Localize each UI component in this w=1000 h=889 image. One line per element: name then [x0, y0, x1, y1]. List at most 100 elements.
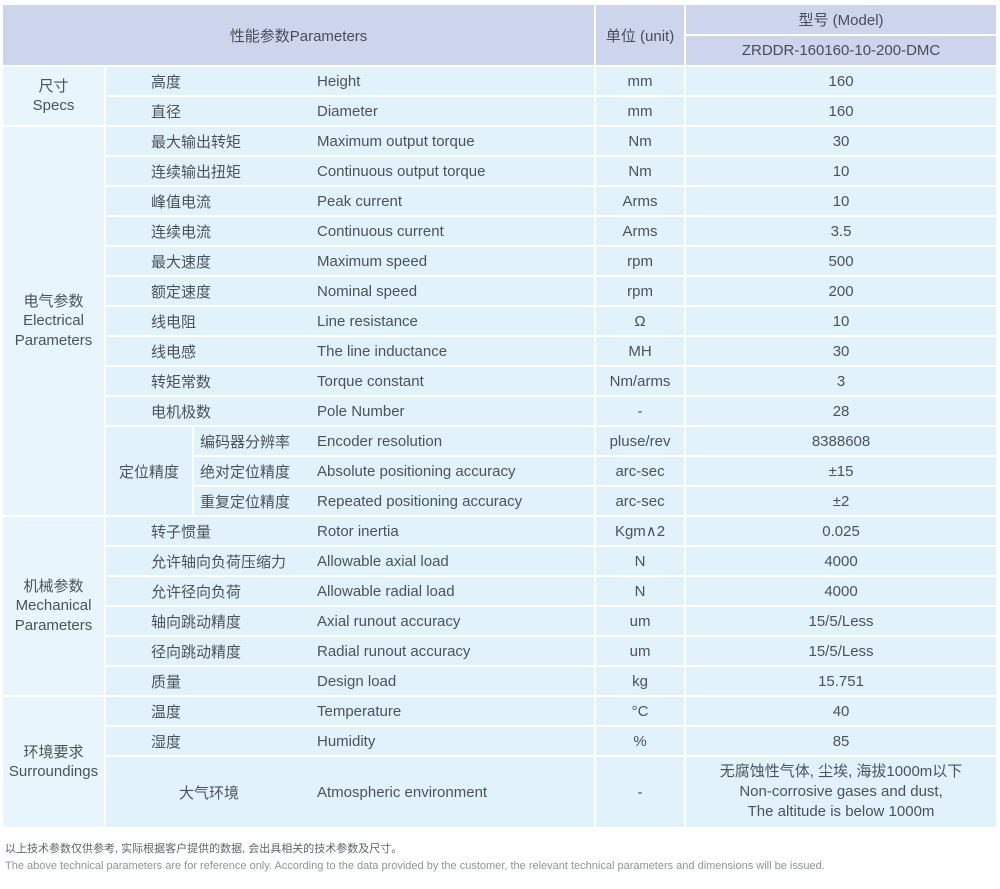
row-radial-runout-accuracy: 径向跳动精度 Radial runout accuracy um 15/5/Les…	[3, 637, 997, 665]
footnote-chinese: 以上技术参数仅供参考, 实际根据客户提供的数据, 会出具相关的技术参数及尺寸。	[5, 843, 403, 855]
value-cell: 3.5	[686, 217, 997, 245]
row-encoder-resolution: 定位精度 编码器分辨率 Encoder resolution pluse/rev …	[3, 427, 997, 515]
table-header-row-2: ZRDDR-160160-10-200-DMC	[3, 36, 997, 65]
unit-cell: Arms	[596, 217, 685, 245]
param-name-en: Torque constant	[317, 372, 424, 390]
unit-cell: MH	[596, 337, 685, 365]
param-name-cn: 线电阻	[151, 313, 197, 331]
unit-cell: °C	[596, 697, 685, 725]
param-name-cn: 允许轴向负荷压缩力	[151, 553, 287, 571]
group-label-line: 电气参数	[23, 292, 84, 310]
row-atmospheric-environment: 大气环境 Atmospheric environment - 无腐蚀性气体, 尘埃…	[3, 757, 997, 827]
group-label-line: Specs	[32, 97, 75, 114]
param-name-en: Allowable axial load	[317, 552, 449, 570]
param-name-en: Diameter	[317, 102, 378, 120]
group-cell-mechanical: 机械参数 Mechanical Parameters	[3, 517, 104, 695]
value-cell: 30	[686, 337, 997, 365]
row-design-load: 质量 Design load kg 15.751	[3, 667, 997, 695]
value-cell: 4000	[686, 577, 997, 605]
group-label-line: Mechanical	[15, 597, 92, 615]
unit-cell: -	[596, 757, 685, 827]
param-name-en: Peak current	[317, 192, 403, 210]
param-label-cell: 电机极数 Pole Number	[106, 397, 595, 425]
unit-cell: Nm/arms	[596, 367, 685, 395]
value-cell: 10	[686, 157, 997, 185]
param-name-en: Continuous output torque	[317, 162, 486, 180]
row-humidity: 湿度 Humidity % 85	[3, 727, 997, 755]
param-label-cell: 允许轴向负荷压缩力 Allowable axial load	[106, 547, 595, 575]
param-name-en: Maximum speed	[317, 252, 428, 270]
value-line: 无腐蚀性气体, 尘埃, 海拔1000m以下	[719, 762, 963, 780]
value-cell: 160	[686, 67, 997, 95]
row-allowable-radial-load: 允许径向负荷 Allowable radial load N 4000	[3, 577, 997, 605]
group-cell-surroundings: 环境要求 Surroundings	[3, 697, 104, 827]
value-cell: ±15	[686, 457, 997, 485]
value-cell: 10	[686, 307, 997, 335]
group-cell-electrical: 电气参数 Electrical Parameters	[3, 127, 104, 515]
param-name-cn: 径向跳动精度	[151, 643, 242, 661]
param-label-cell: 线电感 The line inductance	[106, 337, 595, 365]
param-name-cn: 额定速度	[151, 283, 212, 301]
value-cell: 15.751	[686, 667, 997, 695]
row-line-inductance: 线电感 The line inductance MH 30	[3, 337, 997, 365]
unit-cell: kg	[596, 667, 685, 695]
param-name-en: Atmospheric environment	[317, 783, 488, 801]
row-absolute-positioning-accuracy: 绝对定位精度 Absolute positioning accuracy arc-…	[3, 457, 997, 485]
value-cell: 200	[686, 277, 997, 305]
param-name-en: Maximum output torque	[317, 132, 475, 150]
value-cell: 28	[686, 397, 997, 425]
param-name-en: Pole Number	[317, 402, 405, 420]
param-label-cell: 质量 Design load	[106, 667, 595, 695]
param-name-cn: 连续输出扭矩	[151, 163, 242, 181]
param-name-en: Radial runout accuracy	[317, 642, 471, 660]
unit-cell: N	[596, 577, 685, 605]
param-label-cell: 温度 Temperature	[106, 697, 595, 725]
param-label-cell: 转矩常数 Torque constant	[106, 367, 595, 395]
header-model-value: ZRDDR-160160-10-200-DMC	[686, 36, 997, 65]
row-continuous-current: 连续电流 Continuous current Arms 3.5	[3, 217, 997, 245]
header-unit: 单位 (unit)	[596, 5, 685, 65]
unit-cell: -	[596, 397, 685, 425]
group-label-line: 尺寸	[38, 77, 69, 95]
unit-cell: Nm	[596, 127, 685, 155]
param-label-cell: 大气环境 Atmospheric environment	[106, 757, 595, 827]
param-name-cn: 温度	[151, 703, 182, 721]
spec-table: 性能参数Parameters 单位 (unit) 型号 (Model) ZRDD…	[1, 3, 999, 829]
value-cell: 30	[686, 127, 997, 155]
unit-cell: rpm	[596, 247, 685, 275]
row-continuous-output-torque: 连续输出扭矩 Continuous output torque Nm 10	[3, 157, 997, 185]
group-label-line: Parameters	[14, 331, 93, 349]
param-name-en: Repeated positioning accuracy	[317, 492, 523, 510]
param-label-cell: 连续输出扭矩 Continuous output torque	[106, 157, 595, 185]
param-name-cn: 连续电流	[151, 223, 212, 241]
value-cell: 8388608	[686, 427, 997, 455]
param-name-en: Continuous current	[317, 222, 444, 240]
value-cell: 15/5/Less	[686, 637, 997, 665]
param-name-cn: 湿度	[151, 733, 182, 751]
param-name-en: Line resistance	[317, 312, 418, 330]
param-name-en: Design load	[317, 672, 397, 690]
param-name-en: Nominal speed	[317, 282, 418, 300]
param-name-cn: 直径	[151, 103, 182, 121]
unit-cell: Ω	[596, 307, 685, 335]
param-label-cell: 绝对定位精度 Absolute positioning accuracy	[194, 457, 595, 485]
param-name-en: The line inductance	[317, 342, 448, 360]
param-name-cn: 质量	[151, 673, 182, 691]
param-label-cell: 径向跳动精度 Radial runout accuracy	[106, 637, 595, 665]
param-name-cn: 峰值电流	[151, 193, 212, 211]
param-name-cn: 绝对定位精度	[200, 463, 291, 481]
row-axial-runout-accuracy: 轴向跳动精度 Axial runout accuracy um 15/5/Less	[3, 607, 997, 635]
param-name-cn: 转矩常数	[151, 373, 212, 391]
unit-cell: arc-sec	[596, 457, 685, 485]
unit-cell: um	[596, 607, 685, 635]
footnotes: 以上技术参数仅供参考, 实际根据客户提供的数据, 会出具相关的技术参数及尺寸。 …	[5, 841, 1000, 875]
row-diameter: 直径 Diameter mm 160	[3, 97, 997, 125]
param-name-cn: 重复定位精度	[200, 493, 291, 511]
param-name-cn: 轴向跳动精度	[151, 613, 242, 631]
row-rotor-inertia: 机械参数 Mechanical Parameters 转子惯量 Rotor ine…	[3, 517, 997, 695]
value-cell: 500	[686, 247, 997, 275]
unit-cell: mm	[596, 67, 685, 95]
param-label-cell: 高度 Height	[106, 67, 595, 95]
unit-cell: arc-sec	[596, 487, 685, 515]
